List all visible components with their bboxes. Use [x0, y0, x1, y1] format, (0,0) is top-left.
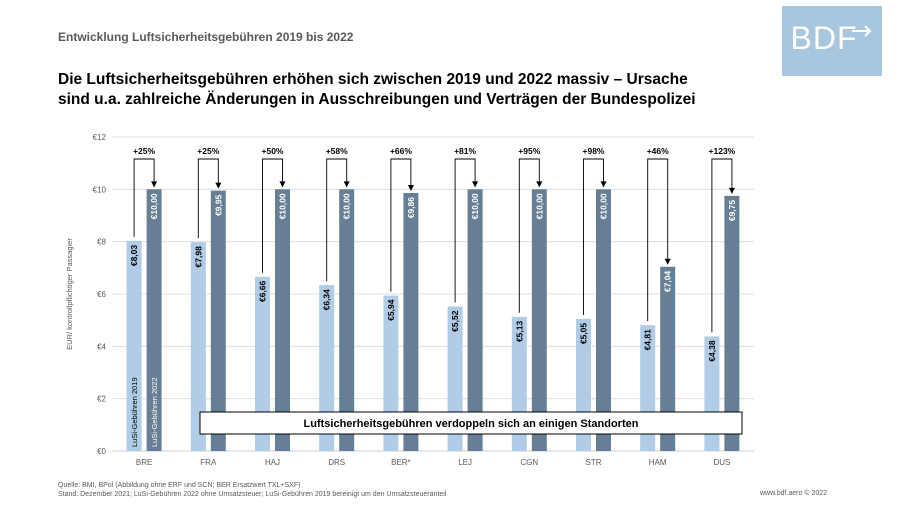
headline-line-1: Die Luftsicherheitsgebühren erhöhen sich…	[58, 71, 688, 88]
arrow-icon	[852, 25, 872, 37]
legend-2019: LuSi-Gebühren 2019	[130, 377, 139, 447]
annotation-text: Luftsicherheitsgebühren verdoppeln sich …	[304, 418, 639, 430]
bar-2022	[275, 189, 290, 452]
bar-2019	[255, 276, 270, 451]
y-axis-label: EUR/ kontrollpflichtiger Passagier	[65, 238, 74, 350]
change-arrowhead	[407, 184, 414, 191]
data-label-2022: €9,75	[727, 200, 737, 222]
slide-headline: Die Luftsicherheitsgebühren erhöhen sich…	[58, 70, 778, 110]
data-label-2022: €10,00	[278, 193, 288, 219]
x-tick-label: BRE	[136, 458, 152, 467]
bar-2019	[319, 285, 335, 451]
change-arrowhead	[343, 181, 350, 188]
bar-2022	[531, 189, 547, 452]
change-bracket	[390, 158, 412, 292]
data-label-2019: €7,98	[193, 246, 203, 268]
change-arrowhead	[600, 181, 607, 188]
source-note: Quelle: BMI, BPol (Abbildung ohne ERF un…	[58, 481, 446, 499]
logo-text: BDF	[790, 20, 858, 56]
data-label-2019: €5,94	[386, 299, 396, 321]
data-label-2022: €9,86	[406, 197, 416, 219]
change-arrowhead	[472, 181, 479, 188]
x-tick-label: HAM	[649, 458, 667, 467]
data-label-2022: €10,00	[534, 193, 544, 219]
change-label: +98%	[583, 146, 605, 156]
bdf-logo: BDF	[782, 6, 882, 76]
x-tick-label: LEJ	[458, 458, 472, 467]
bar-2022	[596, 189, 611, 452]
y-tick-label: €12	[93, 133, 107, 142]
data-label-2019: €4,81	[643, 329, 653, 351]
change-bracket	[647, 158, 669, 322]
change-label: +25%	[133, 146, 155, 156]
bar-2022	[339, 189, 355, 452]
bar-2019	[190, 242, 206, 451]
change-label: +123%	[709, 146, 736, 156]
bar-2022	[724, 195, 740, 451]
x-tick-label: FRA	[200, 458, 217, 467]
y-tick-label: €4	[97, 342, 106, 351]
y-tick-label: €0	[97, 447, 106, 456]
data-label-2019: €8,03	[129, 245, 139, 267]
y-tick-label: €6	[97, 290, 106, 299]
data-label-2019: €5,13	[514, 321, 524, 343]
data-label-2022: €10,00	[599, 193, 609, 219]
data-label-2022: €7,04	[663, 271, 673, 293]
bar-2022	[210, 190, 226, 451]
source-line-1: Quelle: BMI, BPol (Abbildung ohne ERF un…	[58, 482, 301, 489]
data-label-2022: €10,00	[470, 193, 480, 219]
change-bracket	[326, 158, 348, 282]
data-label-2019: €6,66	[258, 280, 268, 302]
x-tick-label: CGN	[520, 458, 538, 467]
data-label-2022: €10,00	[342, 193, 352, 219]
x-tick-label: BER*	[391, 458, 411, 467]
y-tick-label: €10	[93, 185, 107, 194]
change-arrowhead	[279, 181, 286, 188]
change-arrowhead	[664, 258, 671, 265]
bar-2022	[146, 189, 162, 452]
change-label: +95%	[518, 146, 540, 156]
change-bracket	[454, 158, 476, 303]
change-arrowhead	[215, 182, 222, 189]
y-tick-label: €2	[97, 395, 106, 404]
bar-2022	[467, 189, 483, 452]
data-label-2022: €10,00	[149, 193, 159, 219]
slide-topline: Entwicklung Luftsicherheitsgebühren 2019…	[58, 30, 354, 44]
bar-2022	[660, 266, 676, 451]
y-tick-label: €8	[97, 238, 106, 247]
data-label-2019: €5,05	[579, 323, 589, 345]
change-bracket	[583, 158, 604, 315]
data-label-2022: €9,95	[213, 194, 223, 216]
source-line-2: Stand: Dezember 2021; LuSi-Gebühren 2022…	[58, 491, 447, 498]
change-bracket	[197, 158, 219, 239]
bar-2022	[403, 192, 419, 451]
data-label-2019: €6,34	[322, 289, 332, 311]
change-label: +66%	[390, 146, 412, 156]
headline-line-2: sind u.a. zahlreiche Änderungen in Aussc…	[58, 91, 696, 108]
data-label-2019: €5,52	[450, 310, 460, 332]
x-tick-label: DRS	[328, 458, 345, 467]
x-tick-label: STR	[586, 458, 602, 467]
change-arrowhead	[536, 181, 543, 188]
change-arrowhead	[151, 181, 158, 188]
data-label-2019: €4,38	[707, 340, 717, 362]
change-label: +58%	[326, 146, 348, 156]
x-tick-label: HAJ	[265, 458, 280, 467]
annotation-box	[199, 411, 743, 435]
x-tick-label: DUS	[713, 458, 730, 467]
change-label: +25%	[197, 146, 219, 156]
change-label: +46%	[647, 146, 669, 156]
change-bracket	[518, 158, 540, 313]
change-bracket	[711, 158, 733, 333]
bar-2019	[126, 240, 142, 451]
change-bracket	[262, 158, 283, 273]
website-copyright: www.bdf.aero © 2022	[760, 490, 828, 497]
legend-2022: LuSi-Gebühren 2022	[150, 377, 159, 447]
change-bracket	[133, 158, 155, 237]
change-arrowhead	[728, 187, 735, 194]
change-label: +81%	[454, 146, 476, 156]
change-label: +50%	[262, 146, 284, 156]
